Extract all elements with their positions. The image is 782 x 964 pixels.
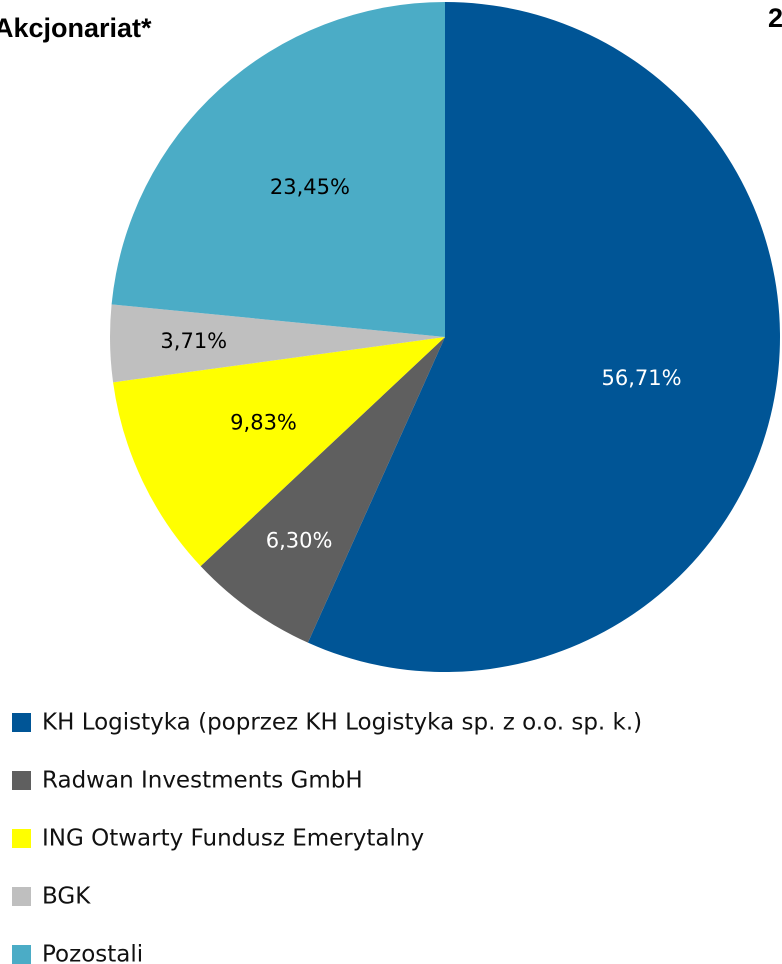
- legend-swatch: [12, 945, 31, 964]
- legend-label: Radwan Investments GmbH: [42, 768, 363, 794]
- pie-slice: [307, 2, 780, 672]
- pie-slice: [109, 304, 445, 383]
- legend-label: Pozostali: [42, 942, 143, 964]
- legend-label: BGK: [42, 884, 91, 910]
- data-label: 23,45%: [270, 175, 350, 199]
- legend-swatch: [12, 887, 31, 906]
- legend-label: KH Logistyka (poprzez KH Logistyka sp. z…: [42, 710, 642, 736]
- page-number: 2: [768, 3, 782, 33]
- legend-swatch: [12, 713, 31, 732]
- chart-title: Akcjonariat*: [0, 13, 152, 43]
- data-label: 9,83%: [230, 410, 297, 434]
- pie-slice: [111, 2, 445, 337]
- legend-label: ING Otwarty Fundusz Emerytalny: [42, 826, 424, 852]
- data-label: 6,30%: [266, 529, 333, 553]
- pie-slice: [200, 337, 445, 643]
- pie-slice: [113, 337, 446, 567]
- legend-swatch: [12, 829, 31, 848]
- legend-swatch: [12, 771, 31, 790]
- data-label: 3,71%: [160, 329, 227, 353]
- data-label: 56,71%: [602, 366, 682, 390]
